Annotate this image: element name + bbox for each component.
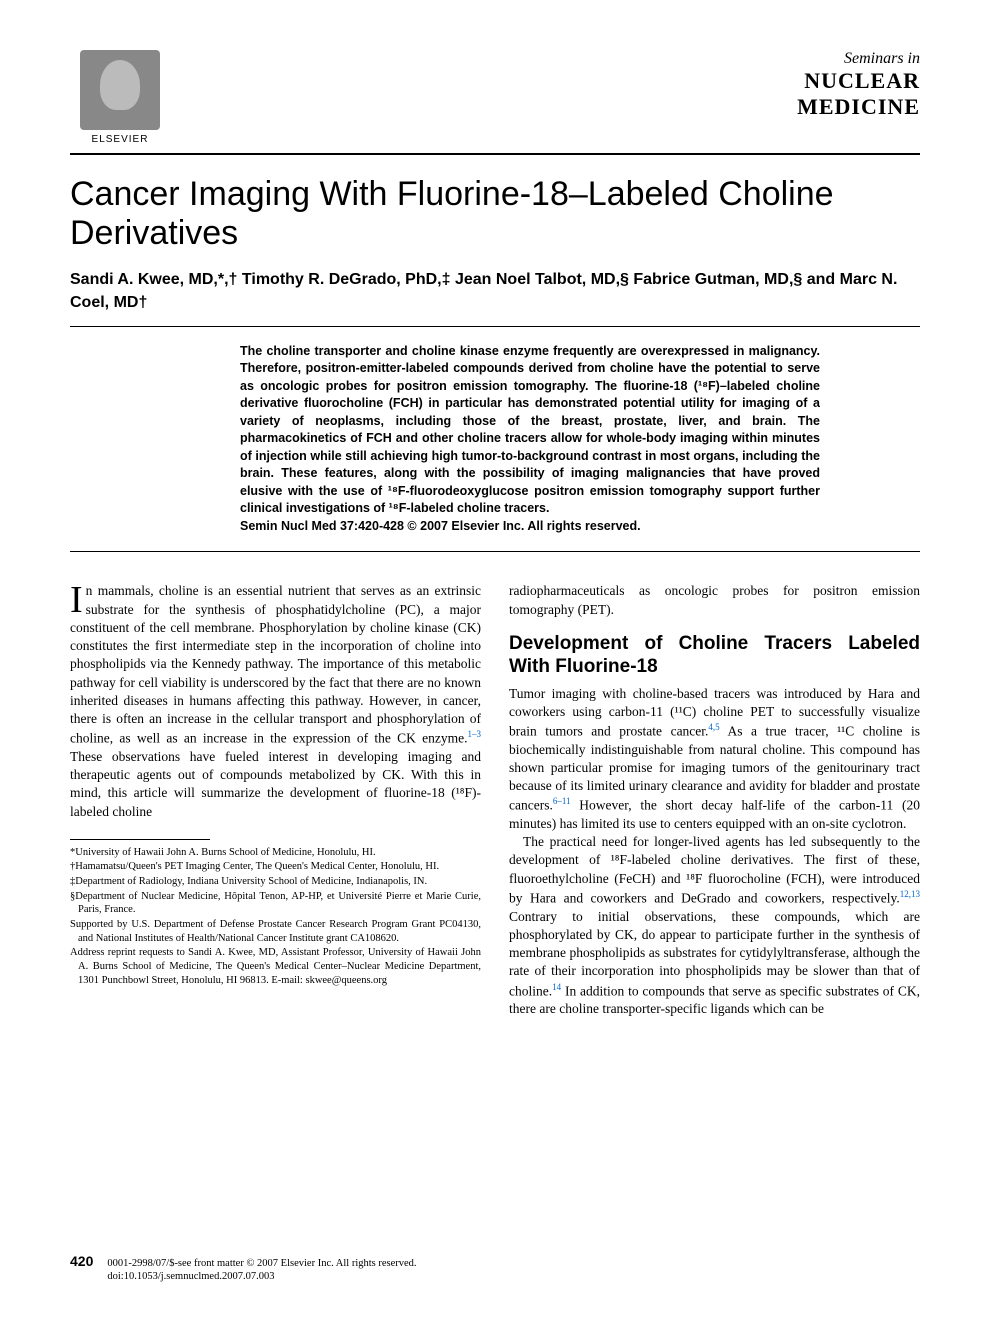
footnote-correspondence: Address reprint requests to Sandi A. Kwe… (70, 946, 481, 987)
page-footer: 420 0001-2998/07/$-see front matter © 20… (70, 1253, 920, 1284)
author-list: Sandi A. Kwee, MD,*,† Timothy R. DeGrado… (70, 269, 920, 314)
reference-link[interactable]: 6–11 (553, 796, 571, 806)
footnote-affiliation: †Hamamatsu/Queen's PET Imaging Center, T… (70, 860, 481, 874)
intro-text-a: n mammals, choline is an essential nutri… (70, 583, 481, 745)
section-heading: Development of Choline Tracers Labeled W… (509, 633, 920, 679)
footer-copyright: 0001-2998/07/$-see front matter © 2007 E… (107, 1258, 416, 1269)
page-number: 420 (70, 1253, 93, 1269)
abstract-rule (70, 551, 920, 552)
footnote-affiliation: §Department of Nuclear Medicine, Hôpital… (70, 890, 481, 917)
publisher-name: ELSEVIER (92, 134, 149, 145)
column-right: radiopharmaceuticals as oncologic probes… (509, 582, 920, 1018)
footnote-separator (70, 839, 210, 840)
header-rule (70, 153, 920, 155)
intro-text-b: These observations have fueled interest … (70, 749, 481, 819)
dropcap: I (70, 582, 86, 616)
journal-seminars: Seminars in (797, 50, 920, 68)
sec2-text-c: In addition to compounds that serve as s… (509, 983, 920, 1016)
page-header: ELSEVIER Seminars in NUCLEAR MEDICINE (70, 50, 920, 145)
title-rule (70, 326, 920, 327)
elsevier-tree-icon (80, 50, 160, 130)
intro-paragraph: In mammals, choline is an essential nutr… (70, 582, 481, 820)
article-title: Cancer Imaging With Fluorine-18–Labeled … (70, 175, 920, 253)
footnotes-block: *University of Hawaii John A. Burns Scho… (70, 846, 481, 987)
section-para-1: Tumor imaging with choline-based tracers… (509, 685, 920, 834)
reference-link[interactable]: 14 (552, 982, 561, 992)
footnote-affiliation: *University of Hawaii John A. Burns Scho… (70, 846, 481, 860)
col2-continuation: radiopharmaceuticals as oncologic probes… (509, 582, 920, 618)
abstract-text: The choline transporter and choline kina… (240, 344, 820, 516)
footnote-funding: Supported by U.S. Department of Defense … (70, 918, 481, 945)
section-para-2: The practical need for longer-lived agen… (509, 833, 920, 1018)
publisher-logo: ELSEVIER (70, 50, 170, 145)
reference-link[interactable]: 1–3 (468, 729, 482, 739)
journal-name: Seminars in NUCLEAR MEDICINE (797, 50, 920, 120)
column-left: In mammals, choline is an essential nutr… (70, 582, 481, 1018)
journal-line2: MEDICINE (797, 94, 920, 120)
abstract-block: The choline transporter and choline kina… (240, 343, 820, 536)
journal-line1: NUCLEAR (797, 68, 920, 94)
body-columns: In mammals, choline is an essential nutr… (70, 582, 920, 1018)
reference-link[interactable]: 4,5 (708, 722, 719, 732)
reference-link[interactable]: 12,13 (900, 889, 920, 899)
footnote-affiliation: ‡Department of Radiology, Indiana Univer… (70, 875, 481, 889)
abstract-citation: Semin Nucl Med 37:420-428 © 2007 Elsevie… (240, 519, 641, 533)
sec-text-c: However, the short decay half-life of th… (509, 798, 920, 831)
footer-doi: doi:10.1053/j.semnuclmed.2007.07.003 (107, 1271, 274, 1282)
sec2-text-a: The practical need for longer-lived agen… (509, 834, 920, 905)
footer-text: 0001-2998/07/$-see front matter © 2007 E… (107, 1257, 416, 1284)
